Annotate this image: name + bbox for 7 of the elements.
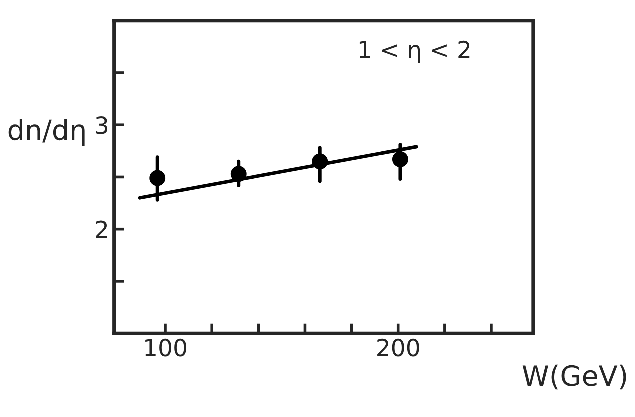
x-tick-label: 100 <box>146 338 186 357</box>
x-tick-label: 200 <box>378 338 420 357</box>
y-axis-title: dn/dη <box>8 119 85 146</box>
y-tick-label: 3 <box>96 116 108 134</box>
y-tick-label: 2 <box>96 220 108 238</box>
x-axis-title: W(GeV) <box>522 364 626 390</box>
annotation: 1 < η < 2 <box>360 40 470 64</box>
